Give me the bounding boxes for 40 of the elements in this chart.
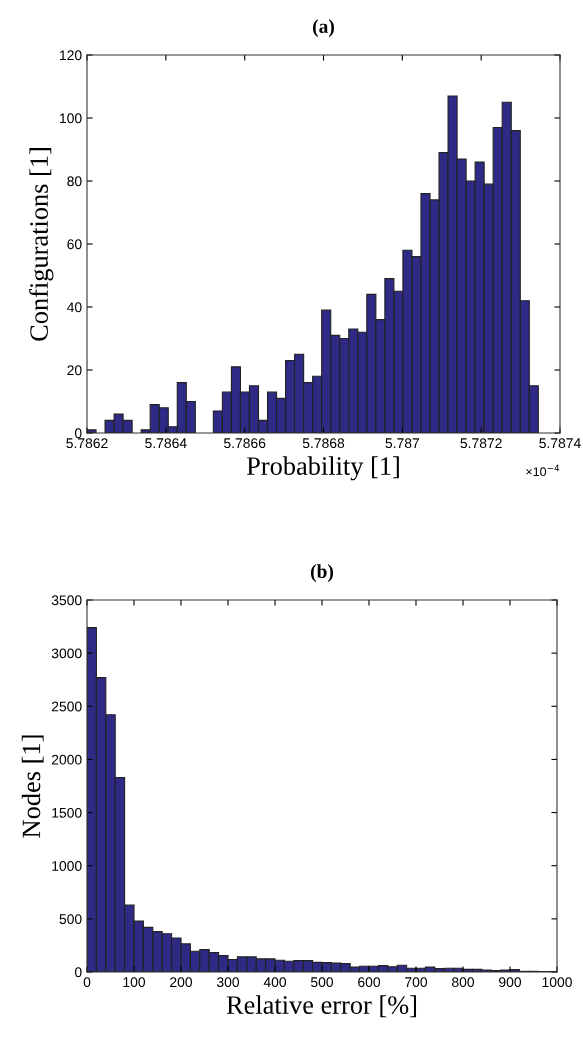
y-tick-label: 2500 — [51, 701, 82, 712]
x-tick-label: 500 — [310, 977, 334, 988]
y-tick-label: 3000 — [51, 648, 82, 659]
y-tick-label: 1500 — [52, 807, 82, 818]
y-tick-label: 500 — [59, 914, 82, 925]
x-tick-label: 5.7862 — [66, 438, 108, 449]
y-tick-label: 2000 — [51, 754, 82, 765]
x-tick-label: 5.7874 — [539, 438, 581, 449]
x-tick-label: 100 — [123, 977, 146, 988]
x-tick-label: 600 — [358, 977, 381, 988]
y-tick-label: 20 — [67, 365, 82, 376]
y-tick-label: 3500 — [51, 595, 82, 606]
y-tick-label: 100 — [60, 113, 82, 124]
x-tick-label: 5.7872 — [460, 438, 502, 449]
y-tick-label: 0 — [74, 967, 82, 978]
x-tick-label: 1000 — [542, 977, 572, 988]
x-axis-title: Relative error [%] — [226, 995, 417, 1018]
x-tick-label: 200 — [170, 977, 193, 988]
y-tick-label: 60 — [67, 239, 82, 250]
x-tick-label: 400 — [263, 977, 287, 988]
chart-title: (a) — [313, 19, 334, 37]
x-tick-label: 300 — [216, 977, 240, 988]
text: ×10$^{−4}$ — [526, 464, 560, 477]
x-tick-label: 5.7864 — [145, 438, 187, 449]
x-tick-label: 5.7868 — [302, 438, 345, 449]
chart-title: (b) — [310, 564, 334, 582]
x-tick-label: 0 — [83, 977, 91, 988]
x-axis-title: Probability [1] — [246, 456, 399, 481]
x-tick-label: 5.787 — [385, 438, 420, 449]
x-tick-label: 5.7866 — [223, 438, 266, 449]
y-tick-label: 80 — [67, 176, 82, 187]
y-tick-label: 40 — [67, 302, 82, 313]
x-tick-label: 800 — [452, 977, 475, 988]
x-tick-label: 900 — [499, 977, 522, 988]
x-tick-label: 700 — [405, 977, 428, 988]
y-tick-label: 0 — [74, 428, 82, 439]
y-axis-title: Nodes [1] — [21, 735, 44, 838]
y-axis-title: Configurations [1] — [29, 148, 54, 341]
y-tick-label: 1000 — [52, 861, 82, 871]
y-tick-label: 120 — [60, 50, 82, 61]
